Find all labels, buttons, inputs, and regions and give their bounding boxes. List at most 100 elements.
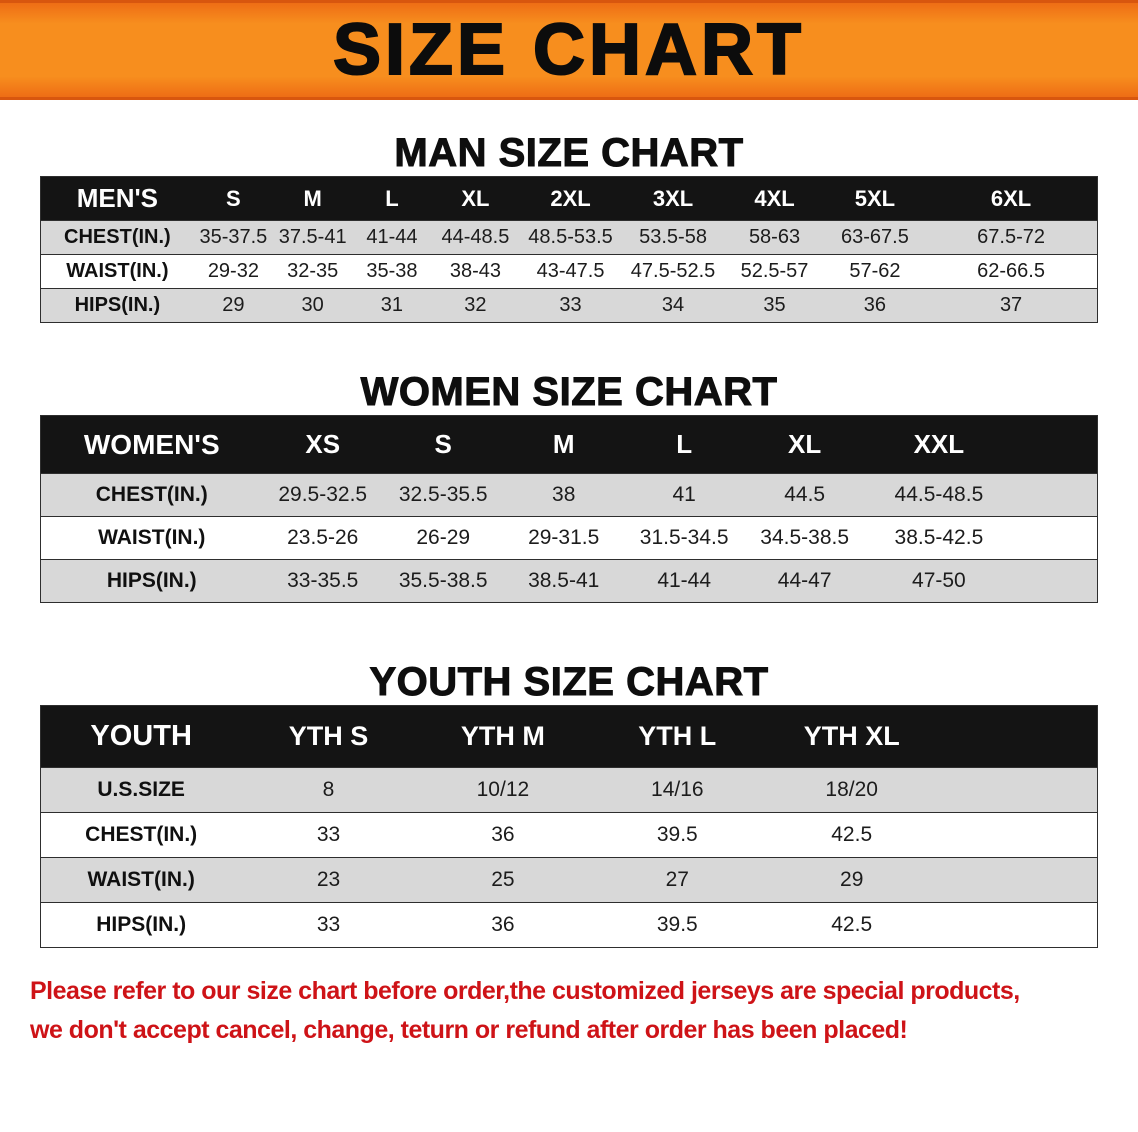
column-header: YTH S: [241, 705, 416, 768]
table-row: U.S.SIZE 8 10/12 14/16 18/20: [40, 767, 1098, 813]
size-cell: 27: [665, 868, 689, 891]
size-cell: 31: [380, 294, 404, 316]
column-header: XS: [262, 415, 383, 474]
size-cell: 18/20: [825, 778, 878, 801]
size-cell: 32.5-35.5: [398, 483, 488, 506]
size-cell: 44-47: [777, 569, 832, 592]
table-row: CHEST(IN.) 33 36 39.5 42.5: [40, 812, 1098, 858]
size-cell: 52.5-57: [740, 260, 809, 282]
size-cell: 29: [840, 868, 864, 891]
size-cell: 44.5: [784, 483, 826, 506]
row-label: WAIST(IN.): [87, 868, 195, 891]
table-row: HIPS(IN.) 29 30 31 32 33 34 35 36 37: [40, 288, 1098, 323]
size-cell: 47-50: [912, 569, 966, 592]
size-cell: 57-62: [849, 260, 901, 282]
size-cell: 35.5-38.5: [398, 569, 488, 592]
size-cell: 31.5-34.5: [639, 526, 729, 549]
column-header: XL: [431, 176, 520, 221]
size-cell: 36: [863, 294, 887, 316]
size-cell: 35-37.5: [199, 226, 268, 248]
size-cell: 33: [316, 823, 341, 846]
column-header: L: [352, 176, 432, 221]
column-header: 5XL: [824, 176, 926, 221]
men-table-header-row: MEN'S S M L XL 2XL 3XL 4XL 5XL 6XL: [40, 176, 1098, 221]
column-header: 2XL: [519, 176, 622, 221]
size-cell: 29-31.5: [528, 526, 600, 549]
size-cell: 34.5-38.5: [760, 526, 850, 549]
youth-table-header-row: YOUTH YTH S YTH M YTH L YTH XL: [40, 705, 1098, 768]
size-cell: 41: [672, 483, 696, 506]
spacer-cell: [1013, 474, 1098, 517]
size-cell: 38.5-41: [528, 569, 600, 592]
table-row: WAIST(IN.) 23.5-26 26-29 29-31.5 31.5-34…: [40, 516, 1098, 560]
column-header: M: [273, 176, 353, 221]
table-row: CHEST(IN.) 35-37.5 37.5-41 41-44 44-48.5…: [40, 220, 1098, 255]
size-cell: 48.5-53.5: [528, 226, 613, 248]
size-cell: 29-32: [207, 260, 259, 282]
size-cell: 23: [316, 868, 341, 891]
table-row: CHEST(IN.) 29.5-32.5 32.5-35.5 38 41 44.…: [40, 473, 1098, 517]
row-label: CHEST(IN.): [85, 823, 198, 846]
size-cell: 67.5-72: [977, 226, 1045, 248]
spacer-cell: [939, 768, 1098, 813]
banner: SIZE CHART: [0, 0, 1138, 100]
spacer-cell: [1013, 517, 1098, 560]
size-cell: 58-63: [748, 226, 801, 248]
youth-size-table: YOUTH YTH S YTH M YTH L YTH XL U.S.SIZE …: [40, 705, 1098, 948]
column-header: XL: [744, 415, 865, 474]
column-header: M: [503, 415, 624, 474]
disclaimer-line-2: we don't accept cancel, change, teturn o…: [30, 1015, 908, 1044]
disclaimer-text: Please refer to our size chart before or…: [30, 972, 1138, 1050]
spacer-cell: [938, 705, 1098, 768]
men-size-table: MEN'S S M L XL 2XL 3XL 4XL 5XL 6XL CHEST…: [40, 176, 1098, 323]
size-cell: 63-67.5: [841, 226, 909, 248]
spacer-cell: [939, 858, 1098, 903]
row-label: CHEST(IN.): [64, 226, 171, 248]
women-table-title: WOMEN'S: [40, 415, 263, 474]
spacer-cell: [939, 903, 1098, 948]
size-cell: 35-38: [366, 260, 418, 282]
women-size-table: WOMEN'S XS S M L XL XXL CHEST(IN.) 29.5-…: [40, 415, 1098, 603]
row-label: HIPS(IN.): [96, 913, 187, 936]
row-label: CHEST(IN.): [95, 483, 208, 506]
spacer-cell: [939, 813, 1098, 858]
size-cell: 37: [999, 294, 1023, 316]
youth-section-heading: YOUTH SIZE CHART: [369, 660, 769, 705]
size-cell: 14/16: [651, 778, 704, 801]
size-cell: 29: [222, 294, 245, 316]
size-cell: 39.5: [656, 823, 698, 846]
column-header: YTH M: [415, 705, 591, 768]
row-label: WAIST(IN.): [98, 526, 206, 549]
page-title: SIZE CHART: [332, 9, 805, 91]
size-cell: 36: [491, 823, 515, 846]
size-cell: 43-47.5: [536, 260, 605, 282]
men-table-title: MEN'S: [40, 176, 194, 221]
table-row: WAIST(IN.) 23 25 27 29: [40, 857, 1098, 903]
size-cell: 47.5-52.5: [630, 260, 716, 282]
size-cell: 41-44: [366, 226, 418, 248]
column-header: XXL: [864, 415, 1013, 474]
row-label: WAIST(IN.): [66, 260, 169, 282]
size-cell: 37.5-41: [278, 226, 347, 248]
column-header: 6XL: [925, 176, 1098, 221]
size-cell: 41-44: [657, 569, 712, 592]
size-cell: 36: [491, 913, 515, 936]
size-cell: 10/12: [476, 778, 530, 801]
column-header: 4XL: [724, 176, 825, 221]
column-header: YTH XL: [764, 705, 939, 768]
size-cell: 33: [316, 913, 341, 936]
size-cell: 29.5-32.5: [278, 483, 368, 506]
size-cell: 33: [559, 294, 582, 316]
column-header: 3XL: [621, 176, 725, 221]
size-cell: 44.5-48.5: [894, 483, 984, 506]
size-cell: 34: [661, 294, 685, 316]
size-cell: 42.5: [831, 913, 873, 936]
size-cell: 53.5-58: [639, 226, 707, 248]
spacer-cell: [1013, 560, 1098, 603]
men-section-heading: MAN SIZE CHART: [394, 131, 744, 176]
size-cell: 62-66.5: [977, 260, 1045, 282]
size-cell: 8: [322, 778, 335, 801]
size-cell: 38-43: [449, 260, 501, 282]
size-cell: 25: [491, 868, 515, 891]
size-cell: 44-48.5: [441, 226, 510, 248]
